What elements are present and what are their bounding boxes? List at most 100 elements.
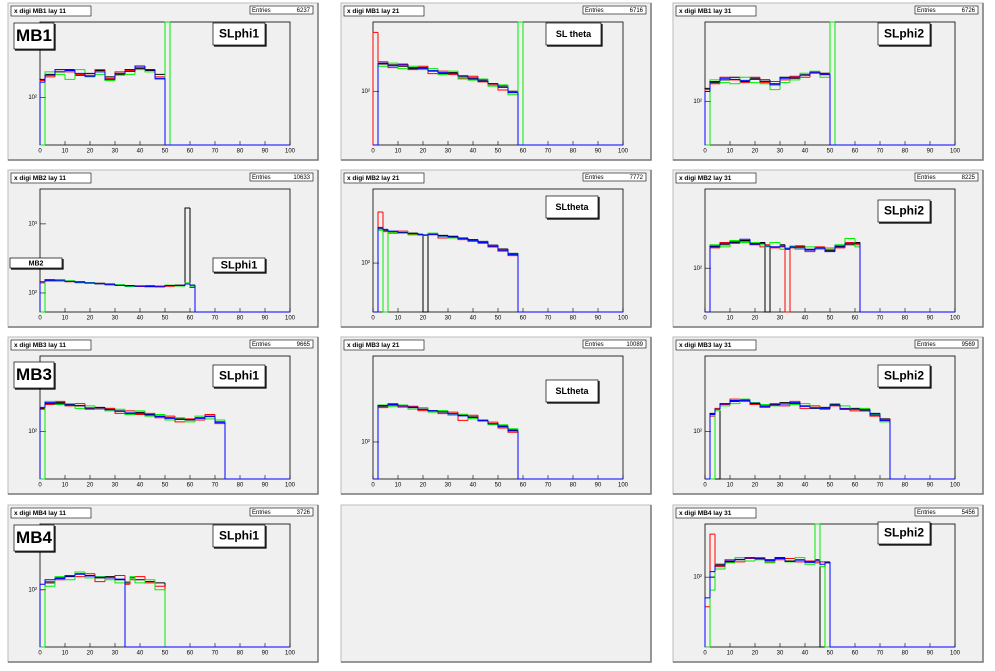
x-tick-label: 10 [395,149,402,155]
x-tick-label: 40 [137,651,144,657]
histogram-bin [54,402,65,405]
histogram-bin [189,283,195,286]
histogram-bin [764,242,770,313]
stats-label: Entries [585,342,604,348]
histogram-bin [54,69,65,76]
x-tick-label: 70 [212,316,219,322]
pad-label: SLphi1 [219,27,259,41]
histogram-bin [144,579,155,583]
x-tick-label: 90 [595,316,602,322]
x-tick-label: 50 [162,149,169,155]
x-tick-label: 0 [703,316,707,322]
histogram-bin [517,21,523,95]
stats-box [914,5,979,15]
x-tick-label: 50 [827,316,834,322]
x-tick-label: 30 [777,651,784,657]
title: x digi MB4 lay 11 [14,510,66,517]
x-tick-label: 20 [87,149,94,155]
pad-label: SLphi2 [884,526,924,540]
label-shadow [879,24,932,47]
x-tick-label: 50 [495,316,502,322]
label-box [13,361,55,389]
histogram-bin [84,405,95,409]
histogram-bin [397,64,408,66]
histogram-bin [397,404,408,407]
histogram-bin [779,245,785,247]
x-tick-label: 10 [727,316,734,322]
x-tick-label: 100 [950,651,961,657]
histogram-bin [769,242,780,247]
y-tick-label: 10² [693,266,702,272]
histogram-bin [794,559,805,562]
histogram-bin [144,66,155,71]
y-tick-label: 10² [361,440,370,446]
x-tick-label: 50 [495,483,502,489]
x-tick-label: 10 [727,483,734,489]
histogram-bin [739,79,750,81]
histogram-bin [759,79,770,83]
x-tick-label: 80 [570,149,577,155]
histogram-bin [759,403,770,407]
histogram-bin [714,565,725,572]
histogram-bin [769,404,780,407]
histogram-bin [467,79,478,81]
pad: x digi MB2 lay 21 Entries 7772 0 10 20 30 40 50 6… [340,169,652,328]
histogram-bin [507,426,518,432]
label-shadow [547,197,600,220]
histogram-bin [784,246,790,313]
histogram-bin [387,229,398,232]
pad-shadow [673,170,984,328]
histogram-bin [377,62,388,145]
x-tick-label: 20 [752,149,759,155]
histogram-bin [719,242,730,247]
x-tick-label: 40 [802,149,809,155]
title: x digi MB1 lay 11 [14,8,66,15]
title: x digi MB3 lay 31 [679,342,732,349]
histogram-bin [114,577,125,580]
stats-label: Entries [917,8,936,14]
histogram-bin [507,87,518,94]
title-box [10,5,92,17]
pad: x digi MB3 lay 11 Entries 9665 0 10 20 30 40 50 6… [7,336,319,495]
histogram-bin [764,243,770,247]
histogram-bin [437,410,448,413]
x-tick-label: 80 [237,651,244,657]
x-tick-label: 100 [285,316,296,322]
x-tick-label: 100 [618,483,629,489]
histogram-bin [84,574,95,577]
x-tick-label: 70 [877,483,884,489]
x-tick-label: 10 [62,483,69,489]
pad-label: SLtheta [555,202,589,212]
x-tick-label: 10 [395,316,402,322]
x-tick-label: 20 [420,149,427,155]
histogram-bin [194,285,290,313]
pad-shadow [8,170,319,328]
histogram-bin [779,77,790,85]
histogram-bin [204,416,215,419]
pad-shadow [341,3,652,161]
x-tick-label: 40 [470,149,477,155]
histogram-bin [709,245,720,312]
histogram-bin [487,242,498,247]
histogram-bin [794,246,805,249]
histogram-bin [437,234,448,237]
x-tick-label: 20 [752,651,759,657]
x-tick-label: 30 [777,316,784,322]
stats-label: Entries [585,8,604,14]
x-tick-label: 90 [262,483,269,489]
histogram-bin [124,73,135,76]
label-shadow [214,259,267,274]
histogram-bin [134,412,145,414]
x-tick-label: 40 [802,483,809,489]
histogram-bin [779,403,790,405]
histogram-bin [134,65,145,72]
x-tick-label: 10 [62,651,69,657]
y-tick-label: 10² [361,89,370,95]
pad-shadow [673,505,984,663]
stats-label: Entries [252,510,271,516]
stats-entries: 9665 [297,342,311,348]
histogram-bin [709,413,715,479]
histogram-bin [467,415,478,419]
histogram-bin [194,417,205,420]
